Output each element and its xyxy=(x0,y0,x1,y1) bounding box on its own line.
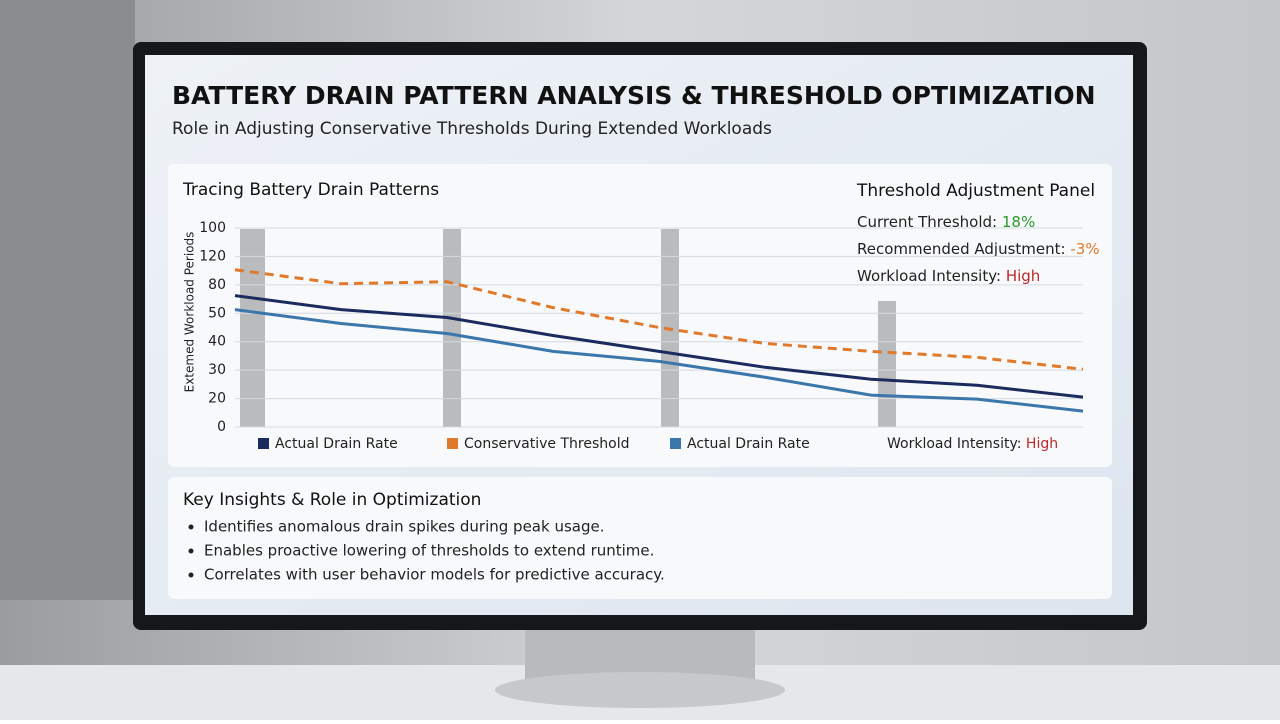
legend-swatch xyxy=(447,438,458,449)
chart-title: Tracing Battery Drain Patterns xyxy=(182,180,439,200)
panel-item-value: High xyxy=(1006,267,1040,285)
bullet xyxy=(188,572,194,578)
period-band xyxy=(443,229,461,427)
insight-item: Identifies anomalous drain spikes during… xyxy=(204,518,604,536)
data-line xyxy=(234,268,1084,371)
data-line xyxy=(234,308,1084,413)
legend-note: Workload Intensity: High xyxy=(887,436,1058,452)
panel-item: Workload Intensity: High xyxy=(857,267,1040,285)
insight-item: Enables proactive lowering of thresholds… xyxy=(204,542,654,560)
subtitle: Role in Adjusting Conservative Threshold… xyxy=(172,119,772,139)
data-line xyxy=(234,294,1084,399)
stand-base xyxy=(495,672,785,708)
panel-item-label: Workload Intensity: xyxy=(857,267,1001,285)
y-tick-label: 120 xyxy=(199,248,226,264)
y-tick-label: 30 xyxy=(208,362,226,378)
panel-item-value: 18% xyxy=(1002,213,1035,231)
panel-item-value: -3% xyxy=(1070,240,1099,258)
legend-swatch xyxy=(670,438,681,449)
wall-shade xyxy=(0,0,135,600)
y-axis-label: Extemed Workload Periods xyxy=(183,232,197,393)
stand-neck xyxy=(525,625,755,680)
legend-swatch xyxy=(258,438,269,449)
panel-item-label: Current Threshold: xyxy=(857,213,997,231)
workload-periods xyxy=(240,229,896,427)
y-tick-label: 100 xyxy=(199,220,226,236)
legend-note-label: Workload Intensity: xyxy=(887,436,1021,452)
panel-item: Current Threshold: 18% xyxy=(857,213,1035,231)
y-tick-label: 0 xyxy=(217,419,226,435)
y-tick-label: 20 xyxy=(208,391,226,407)
insights-card xyxy=(168,477,1112,599)
insights-title: Key Insights & Role in Optimization xyxy=(183,490,481,510)
y-tick-label: 80 xyxy=(208,277,226,293)
panel-item: Recommended Adjustment: -3% xyxy=(857,240,1100,258)
insight-item: Correlates with user behavior models for… xyxy=(204,566,665,584)
y-tick-label: 40 xyxy=(208,334,226,350)
title: BATTERY DRAIN PATTERN ANALYSIS & THRESHO… xyxy=(172,81,1096,110)
legend-note-value: High xyxy=(1026,436,1058,452)
panel-title: Threshold Adjustment Panel xyxy=(856,181,1095,201)
legend-label: Actual Drain Rate xyxy=(275,436,398,452)
legend-label: Conservative Threshold xyxy=(464,436,629,452)
bullet xyxy=(188,548,194,554)
period-band xyxy=(240,229,265,427)
legend-label: Actual Drain Rate xyxy=(687,436,810,452)
bullet xyxy=(188,524,194,530)
panel-item-label: Recommended Adjustment: xyxy=(857,240,1066,258)
panel-card xyxy=(842,164,1112,301)
y-tick-label: 50 xyxy=(208,305,226,321)
